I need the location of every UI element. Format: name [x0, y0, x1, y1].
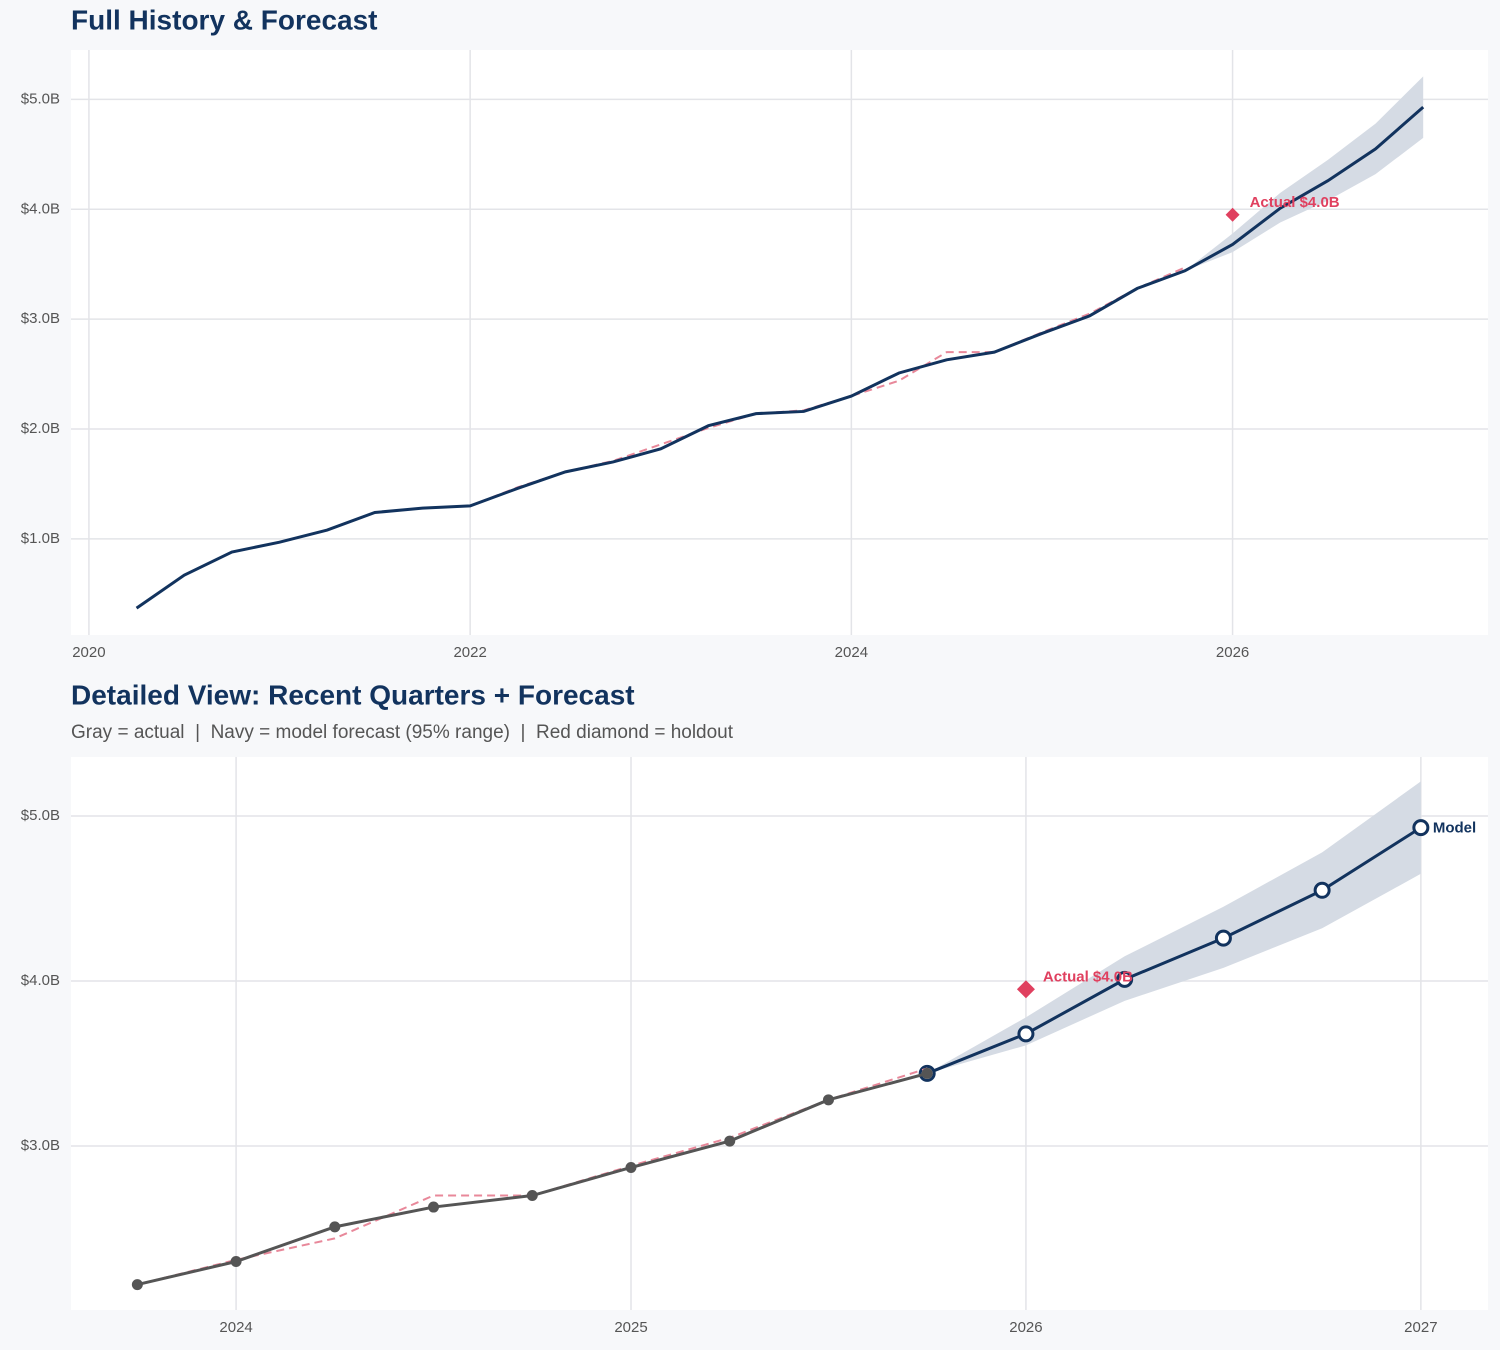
y-tick-label: $3.0B [21, 1137, 60, 1154]
x-tick-label: 2026 [1216, 644, 1249, 661]
chart-title: Full History & Forecast [71, 4, 378, 35]
data-point [131, 1279, 143, 1291]
data-point [1214, 929, 1232, 947]
y-tick-label: $2.0B [21, 420, 60, 437]
x-tick-label: 2025 [614, 1319, 647, 1336]
x-tick-label: 2022 [453, 644, 486, 661]
data-point [428, 1201, 440, 1213]
y-tick-label: $5.0B [21, 90, 60, 107]
y-tick-label: $4.0B [21, 972, 60, 989]
x-tick-label: 2020 [72, 644, 105, 661]
data-point [921, 1067, 933, 1079]
y-tick-label: $3.0B [21, 310, 60, 327]
data-point [822, 1094, 834, 1106]
holdout-label: Actual $4.0B [1250, 194, 1340, 211]
chart-subtitle: Gray = actual | Navy = model forecast (9… [71, 722, 734, 743]
data-point [526, 1190, 538, 1202]
x-tick-label: 2026 [1009, 1319, 1042, 1336]
data-point [1313, 881, 1331, 899]
x-tick-label: 2024 [835, 644, 868, 661]
x-tick-label: 2024 [219, 1319, 252, 1336]
forecast-band [1184, 76, 1424, 271]
plot-area [71, 757, 1488, 1310]
chart-title: Detailed View: Recent Quarters + Forecas… [71, 679, 635, 710]
data-point [1116, 970, 1134, 988]
data-point [329, 1221, 341, 1233]
series-line [926, 826, 1422, 1075]
data-point [724, 1135, 736, 1147]
data-point [230, 1255, 242, 1267]
y-tick-label: $4.0B [21, 200, 60, 217]
x-tick-label: 2027 [1404, 1319, 1437, 1336]
plot-area [71, 50, 1488, 635]
series-end-label: Model [1433, 820, 1476, 837]
holdout-marker [1016, 980, 1035, 999]
data-point [625, 1161, 637, 1173]
data-point [1412, 819, 1430, 837]
y-tick-label: $1.0B [21, 530, 60, 547]
forecast-band [927, 781, 1421, 1074]
y-tick-label: $5.0B [21, 807, 60, 824]
holdout-label: Actual $4.0B [1043, 968, 1133, 985]
data-point [1017, 1025, 1035, 1043]
holdout-marker [1225, 207, 1240, 222]
series-line [135, 105, 1425, 610]
